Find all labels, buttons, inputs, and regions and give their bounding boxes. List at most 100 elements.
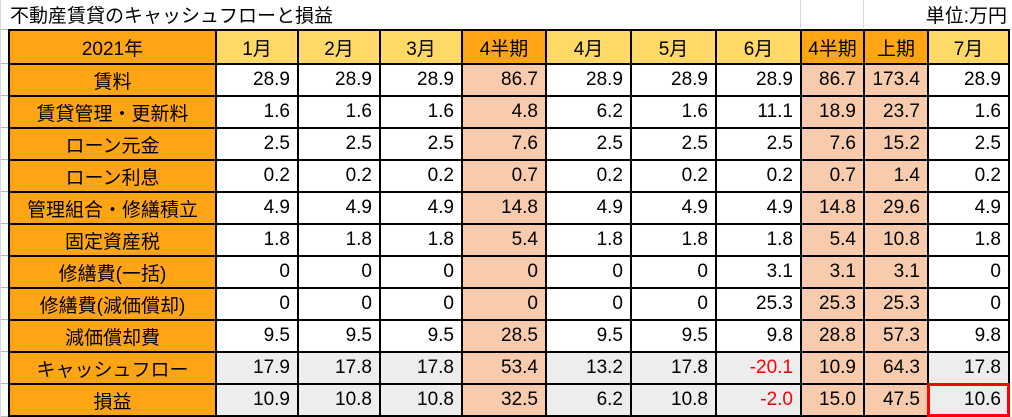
table-cell[interactable]: 0.2 bbox=[545, 159, 632, 193]
table-cell[interactable]: 15.2 bbox=[863, 127, 929, 161]
table-cell[interactable]: 0 bbox=[461, 287, 547, 321]
row-label[interactable]: 修繕費(一括) bbox=[8, 255, 217, 289]
column-header[interactable]: 1月 bbox=[215, 29, 299, 65]
table-cell[interactable]: 9.5 bbox=[630, 319, 717, 353]
table-cell[interactable]: 4.9 bbox=[715, 191, 802, 225]
table-cell[interactable]: 1.6 bbox=[379, 95, 463, 129]
table-cell[interactable]: 2.5 bbox=[715, 127, 802, 161]
column-header[interactable]: 7月 bbox=[927, 29, 1010, 65]
table-cell[interactable]: 25.3 bbox=[800, 287, 865, 321]
table-cell[interactable]: 23.7 bbox=[863, 95, 929, 129]
table-cell[interactable]: 1.6 bbox=[215, 95, 299, 129]
table-cell[interactable]: 2.5 bbox=[927, 127, 1010, 161]
table-cell[interactable]: 0 bbox=[215, 255, 299, 289]
table-cell[interactable]: 173.4 bbox=[863, 63, 929, 97]
table-cell[interactable]: 28.8 bbox=[800, 319, 865, 353]
table-cell[interactable]: 28.9 bbox=[297, 63, 381, 97]
row-label[interactable]: 賃貸管理・更新料 bbox=[8, 95, 217, 129]
table-cell[interactable]: 28.9 bbox=[927, 63, 1010, 97]
table-cell[interactable]: 25.3 bbox=[715, 287, 802, 321]
table-cell[interactable]: 4.9 bbox=[297, 191, 381, 225]
table-cell[interactable]: 0 bbox=[630, 287, 717, 321]
row-label[interactable]: 修繕費(減価償却) bbox=[8, 287, 217, 321]
table-cell[interactable]: 14.8 bbox=[800, 191, 865, 225]
table-cell[interactable]: 10.9 bbox=[800, 351, 865, 385]
table-cell[interactable]: 0.2 bbox=[379, 159, 463, 193]
table-cell[interactable]: 0 bbox=[545, 287, 632, 321]
year-header-cell[interactable]: 2021年 bbox=[8, 29, 217, 65]
table-cell[interactable]: 9.5 bbox=[379, 319, 463, 353]
table-cell[interactable]: 0 bbox=[297, 255, 381, 289]
row-label[interactable]: ローン利息 bbox=[8, 159, 217, 193]
row-label[interactable]: ローン元金 bbox=[8, 127, 217, 161]
table-cell[interactable]: 7.6 bbox=[800, 127, 865, 161]
table-cell[interactable]: 86.7 bbox=[800, 63, 865, 97]
table-cell[interactable]: 17.8 bbox=[297, 351, 381, 385]
table-cell[interactable]: 9.8 bbox=[715, 319, 802, 353]
table-cell[interactable]: 9.5 bbox=[297, 319, 381, 353]
column-header[interactable]: 4半期 bbox=[800, 29, 865, 65]
table-cell[interactable]: -20.1 bbox=[715, 351, 802, 385]
column-header[interactable]: 上期 bbox=[863, 29, 929, 65]
column-header[interactable]: 5月 bbox=[630, 29, 717, 65]
column-header[interactable]: 4月 bbox=[545, 29, 632, 65]
table-cell[interactable]: 28.9 bbox=[379, 63, 463, 97]
table-cell[interactable]: 10.8 bbox=[863, 223, 929, 257]
table-cell[interactable]: 11.1 bbox=[715, 95, 802, 129]
table-cell[interactable]: 1.6 bbox=[297, 95, 381, 129]
table-cell[interactable]: 28.5 bbox=[461, 319, 547, 353]
table-cell[interactable]: 6.2 bbox=[545, 383, 632, 417]
table-cell[interactable]: 7.6 bbox=[461, 127, 547, 161]
table-cell[interactable]: 3.1 bbox=[800, 255, 865, 289]
table-cell[interactable]: 1.8 bbox=[297, 223, 381, 257]
table-cell[interactable]: 0.7 bbox=[800, 159, 865, 193]
table-cell[interactable]: 1.8 bbox=[215, 223, 299, 257]
column-header[interactable]: 4半期 bbox=[461, 29, 547, 65]
table-cell[interactable]: 47.5 bbox=[863, 383, 929, 417]
table-cell[interactable]: 10.6 bbox=[927, 383, 1010, 417]
table-cell[interactable]: 0 bbox=[630, 255, 717, 289]
table-cell[interactable]: 2.5 bbox=[379, 127, 463, 161]
table-cell[interactable]: 3.1 bbox=[863, 255, 929, 289]
table-cell[interactable]: 10.9 bbox=[215, 383, 299, 417]
table-cell[interactable]: 2.5 bbox=[545, 127, 632, 161]
table-cell[interactable]: 14.8 bbox=[461, 191, 547, 225]
table-cell[interactable]: 0.2 bbox=[715, 159, 802, 193]
table-cell[interactable]: 0 bbox=[215, 287, 299, 321]
table-cell[interactable]: 86.7 bbox=[461, 63, 547, 97]
row-label[interactable]: 固定資産税 bbox=[8, 223, 217, 257]
table-cell[interactable]: 1.8 bbox=[545, 223, 632, 257]
table-cell[interactable]: 64.3 bbox=[863, 351, 929, 385]
table-cell[interactable]: 1.4 bbox=[863, 159, 929, 193]
table-cell[interactable]: 0.7 bbox=[461, 159, 547, 193]
table-cell[interactable]: 1.8 bbox=[630, 223, 717, 257]
table-cell[interactable]: 1.6 bbox=[630, 95, 717, 129]
table-cell[interactable]: 1.8 bbox=[927, 223, 1010, 257]
table-cell[interactable]: 17.8 bbox=[630, 351, 717, 385]
table-cell[interactable]: 10.8 bbox=[297, 383, 381, 417]
row-label[interactable]: 賃料 bbox=[8, 63, 217, 97]
table-cell[interactable]: 4.9 bbox=[630, 191, 717, 225]
table-cell[interactable]: -2.0 bbox=[715, 383, 802, 417]
table-cell[interactable]: 10.8 bbox=[630, 383, 717, 417]
table-cell[interactable]: 0.2 bbox=[630, 159, 717, 193]
table-cell[interactable]: 18.9 bbox=[800, 95, 865, 129]
table-cell[interactable]: 6.2 bbox=[545, 95, 632, 129]
table-cell[interactable]: 10.8 bbox=[379, 383, 463, 417]
table-cell[interactable]: 15.0 bbox=[800, 383, 865, 417]
table-cell[interactable]: 2.5 bbox=[215, 127, 299, 161]
table-cell[interactable]: 17.9 bbox=[215, 351, 299, 385]
table-cell[interactable]: 2.5 bbox=[297, 127, 381, 161]
table-cell[interactable]: 0 bbox=[379, 255, 463, 289]
table-cell[interactable]: 29.6 bbox=[863, 191, 929, 225]
table-cell[interactable]: 57.3 bbox=[863, 319, 929, 353]
table-cell[interactable]: 28.9 bbox=[715, 63, 802, 97]
table-cell[interactable]: 9.5 bbox=[545, 319, 632, 353]
table-cell[interactable]: 9.8 bbox=[927, 319, 1010, 353]
table-cell[interactable]: 2.5 bbox=[630, 127, 717, 161]
table-cell[interactable]: 0 bbox=[379, 287, 463, 321]
row-label[interactable]: 管理組合・修繕積立 bbox=[8, 191, 217, 225]
table-cell[interactable]: 4.9 bbox=[545, 191, 632, 225]
table-cell[interactable]: 5.4 bbox=[461, 223, 547, 257]
table-cell[interactable]: 53.4 bbox=[461, 351, 547, 385]
